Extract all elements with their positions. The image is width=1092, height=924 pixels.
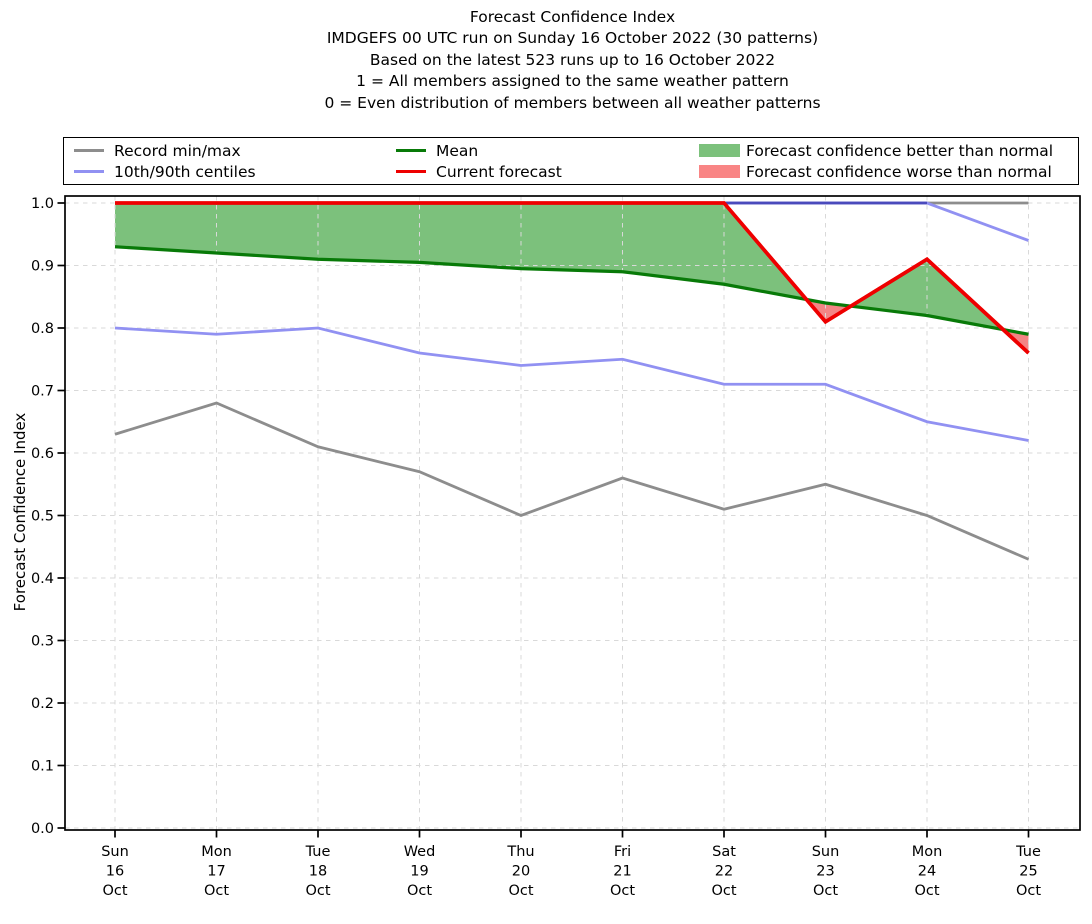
x-tick-label: Sun — [101, 844, 129, 860]
series-10th-centile — [114, 326, 1029, 442]
chart-subtitle-run: IMDGEFS 00 UTC run on Sunday 16 October … — [326, 29, 819, 48]
y-tick-label: 0.7 — [31, 384, 54, 400]
y-tick-label: 0.4 — [31, 571, 54, 587]
x-tick-label: 18 — [309, 864, 327, 880]
y-tick-label: 0.3 — [31, 634, 54, 650]
fill-better-than-normal — [850, 259, 1004, 330]
x-tick-label: 20 — [512, 864, 530, 880]
x-tick-label: Oct — [204, 883, 229, 899]
legend-entry: Record min/max — [74, 140, 241, 161]
x-tick-label: 19 — [410, 864, 428, 880]
x-tick-label: 23 — [816, 864, 834, 880]
legend-entry: Current forecast — [396, 161, 562, 182]
x-tick-label: Tue — [305, 844, 331, 860]
x-tick-label: 21 — [613, 864, 631, 880]
x-tick-label: 17 — [207, 864, 225, 880]
x-tick-label: Oct — [914, 883, 939, 899]
x-tick-label: Oct — [305, 883, 330, 899]
legend-swatch-line — [396, 170, 426, 173]
x-tick-label: Oct — [813, 883, 838, 899]
legend-label: Forecast confidence worse than normal — [746, 162, 1052, 181]
x-tick-label: Tue — [1015, 844, 1041, 860]
x-tick-label: Mon — [201, 844, 232, 860]
chart-subtitle-runs-count: Based on the latest 523 runs up to 16 Oc… — [369, 50, 776, 69]
x-tick-label: Oct — [610, 883, 635, 899]
legend-entry: 10th/90th centiles — [74, 161, 256, 182]
x-tick-label: Oct — [508, 883, 533, 899]
x-tick-label: Oct — [407, 883, 432, 899]
y-tick-label: 0.8 — [31, 321, 54, 337]
legend-entry: Forecast confidence worse than normal — [699, 161, 1052, 182]
y-tick-label: 1.0 — [31, 196, 54, 212]
legend-label: Mean — [436, 141, 479, 160]
y-tick-label: 0.9 — [31, 259, 54, 275]
y-tick-label: 0.6 — [31, 446, 54, 462]
chart-subtitle-scale-1: 1 = All members assigned to the same wea… — [356, 72, 789, 91]
x-tick-label: Wed — [404, 844, 436, 860]
chart-subtitle-scale-0: 0 = Even distribution of members between… — [324, 93, 821, 112]
legend-swatch-patch — [699, 144, 740, 157]
x-tick-label: 16 — [106, 864, 124, 880]
x-tick-label: Mon — [912, 844, 943, 860]
x-tick-label: Sun — [812, 844, 840, 860]
series-mean — [114, 245, 1029, 336]
x-tick-label: 22 — [715, 864, 733, 880]
legend: Record min/max 10th/90th centiles Mean Curr… — [63, 137, 1079, 185]
x-tick-label: Oct — [711, 883, 736, 899]
chart-title-block: Forecast Confidence Index IMDGEFS 00 UTC… — [65, 7, 1080, 114]
x-tick-label: Oct — [1016, 883, 1041, 899]
x-tick-label: 24 — [918, 864, 936, 880]
legend-entry: Mean — [396, 140, 478, 161]
fill-better-than-normal — [115, 203, 807, 300]
series-record-min — [114, 401, 1030, 561]
legend-swatch-line — [74, 149, 104, 152]
y-tick-label: 0.1 — [31, 759, 54, 775]
x-tick-label: Fri — [614, 844, 631, 860]
y-tick-label: 0.2 — [31, 696, 54, 712]
legend-swatch-patch — [699, 165, 740, 178]
y-tick-label: 0.0 — [31, 821, 54, 837]
x-tick-label: Oct — [102, 883, 127, 899]
legend-label: Forecast confidence better than normal — [746, 141, 1054, 160]
y-tick-label: 0.5 — [31, 509, 54, 525]
x-tick-label: Sat — [712, 844, 736, 860]
legend-label: Record min/max — [114, 141, 241, 160]
legend-label: 10th/90th centiles — [114, 162, 256, 181]
x-tick-label: Thu — [506, 844, 534, 860]
legend-label: Current forecast — [436, 162, 562, 181]
x-tick-label: 25 — [1019, 864, 1037, 880]
series-current-forecast — [115, 201, 1030, 355]
legend-entry: Forecast confidence better than normal — [699, 140, 1053, 161]
legend-swatch-line — [396, 149, 426, 152]
plot-border — [64, 195, 1081, 831]
legend-swatch-line — [74, 170, 104, 173]
chart-title: Forecast Confidence Index — [469, 8, 676, 26]
